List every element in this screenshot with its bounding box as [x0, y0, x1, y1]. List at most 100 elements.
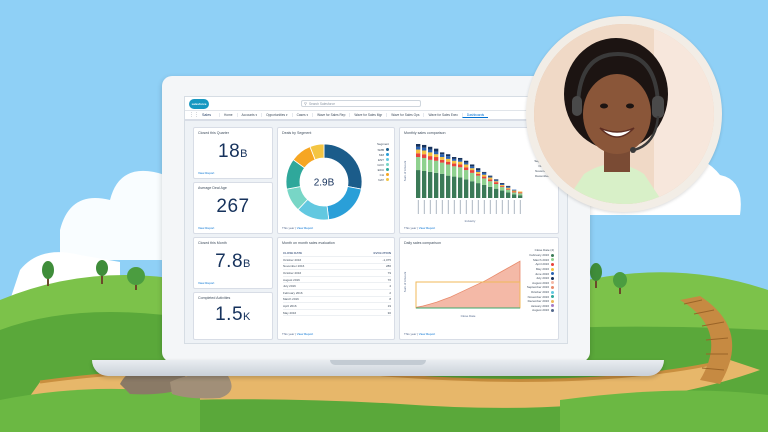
- bar-segment[interactable]: [458, 161, 463, 165]
- bar-segment[interactable]: [434, 154, 439, 158]
- legend-item[interactable]: CH: [365, 172, 389, 177]
- legend-item[interactable]: NAT: [365, 177, 389, 182]
- search-input[interactable]: ⚲ Search Salesforce: [301, 100, 421, 107]
- bar-segment[interactable]: [500, 184, 505, 186]
- kpi-card-average-deal-age[interactable]: Average Deal Age 267 View Report: [193, 182, 273, 234]
- bar-segment[interactable]: [470, 166, 475, 169]
- legend-item[interactable]: EDU: [365, 167, 389, 172]
- view-report-link[interactable]: View Report: [198, 171, 215, 175]
- bar-segment[interactable]: [416, 149, 421, 154]
- table-row[interactable]: October 2016 -1,075: [283, 256, 391, 264]
- bar-segment[interactable]: [446, 164, 451, 176]
- bar-segment[interactable]: [422, 154, 427, 158]
- bar-segment[interactable]: [470, 164, 475, 167]
- bar-segment[interactable]: [488, 186, 493, 198]
- legend-item[interactable]: October 2016: [524, 290, 554, 295]
- nav-item-accounts[interactable]: Accounts ▾: [236, 113, 262, 117]
- bar-segment[interactable]: [458, 159, 463, 162]
- bar-segment[interactable]: [512, 189, 517, 191]
- bar-segment[interactable]: [440, 159, 445, 163]
- bar-segment[interactable]: [464, 164, 469, 168]
- table-row[interactable]: November 2016 286: [283, 263, 391, 271]
- nav-item-wave-exec[interactable]: Wave for Sales Exec: [423, 113, 461, 117]
- bar-segment[interactable]: [446, 156, 451, 159]
- legend-item[interactable]: May 2016: [524, 267, 554, 272]
- bar-segment[interactable]: [506, 187, 511, 189]
- bar-segment[interactable]: [500, 185, 505, 187]
- legend-item[interactable]: June 2016: [524, 271, 554, 276]
- bar-segment[interactable]: [422, 171, 427, 198]
- bar-segment[interactable]: [506, 186, 511, 188]
- legend-item[interactable]: December 2016: [524, 299, 554, 304]
- bar-segment[interactable]: [518, 192, 523, 194]
- bar-segment[interactable]: [422, 147, 427, 151]
- bar-segment[interactable]: [458, 157, 463, 160]
- table-row[interactable]: August 2016 76: [283, 276, 391, 284]
- bar-segment[interactable]: [434, 157, 439, 161]
- salesforce-logo[interactable]: salesforce: [189, 98, 209, 109]
- app-launcher-icon[interactable]: ⋮⋮: [189, 111, 199, 118]
- bar-segment[interactable]: [428, 171, 433, 198]
- table-row[interactable]: March 2016 8: [283, 296, 391, 304]
- view-report-link[interactable]: View Report: [296, 226, 314, 230]
- nav-item-dashboards[interactable]: Dashboards: [461, 112, 489, 118]
- legend-item[interactable]: August 2016: [524, 281, 554, 286]
- bar-segment[interactable]: [428, 156, 433, 160]
- legend-item[interactable]: March 2016: [524, 258, 554, 263]
- bar-segment[interactable]: [464, 170, 469, 180]
- bar-segment[interactable]: [506, 192, 511, 198]
- bar-segment[interactable]: [470, 168, 475, 171]
- bar-segment[interactable]: [458, 177, 463, 198]
- bar-segment[interactable]: [416, 170, 421, 198]
- nav-item-opportunities[interactable]: Opportunities ▾: [261, 113, 291, 117]
- legend-item[interactable]: November 2016: [524, 294, 554, 299]
- bar-segment[interactable]: [416, 144, 421, 147]
- bar-segment[interactable]: [476, 171, 481, 174]
- bar-segment[interactable]: [440, 162, 445, 174]
- line-series-target[interactable]: [415, 281, 521, 308]
- bar-segment[interactable]: [464, 162, 469, 165]
- bar-segment[interactable]: [428, 159, 433, 172]
- bar-segment[interactable]: [482, 171, 487, 173]
- bar-segment[interactable]: [452, 158, 457, 161]
- legend-item[interactable]: January 2016: [524, 304, 554, 309]
- view-report-link[interactable]: View Report: [296, 332, 314, 336]
- bar-segment[interactable]: [506, 189, 511, 193]
- bar-segment[interactable]: [488, 177, 493, 180]
- bar-segment[interactable]: [470, 181, 475, 198]
- bar-segment[interactable]: [464, 167, 469, 171]
- bar-segment[interactable]: [440, 154, 445, 158]
- bar-segment[interactable]: [416, 157, 421, 171]
- bar-segment[interactable]: [482, 176, 487, 179]
- view-report-link[interactable]: View Report: [418, 226, 436, 230]
- bar-segment[interactable]: [494, 188, 499, 198]
- kpi-card-closed-quarter[interactable]: Closed this Quarter 18B View Report: [193, 127, 273, 179]
- legend-item[interactable]: ENT: [365, 157, 389, 162]
- legend-item[interactable]: MM: [365, 152, 389, 157]
- bar-segment[interactable]: [422, 150, 427, 155]
- bar-segment[interactable]: [428, 152, 433, 157]
- bar-segment[interactable]: [476, 175, 481, 184]
- nav-item-home[interactable]: Home: [219, 113, 237, 117]
- bar-segment[interactable]: [494, 181, 499, 183]
- bar-segment[interactable]: [476, 168, 481, 171]
- bar-segment[interactable]: [494, 184, 499, 189]
- table-row[interactable]: October 2016 79: [283, 269, 391, 277]
- legend-item[interactable]: SMB: [365, 147, 389, 152]
- bar-segment[interactable]: [512, 194, 517, 198]
- bar-segment[interactable]: [416, 146, 421, 150]
- bar-segment[interactable]: [428, 149, 433, 153]
- bar-segment[interactable]: [446, 154, 451, 157]
- table-row[interactable]: April 2016 19: [283, 302, 391, 310]
- legend-item[interactable]: September 2016: [524, 285, 554, 290]
- bar-segment[interactable]: [416, 153, 421, 158]
- bar-segment[interactable]: [494, 179, 499, 181]
- bar-segment[interactable]: [434, 148, 439, 152]
- bar-segment[interactable]: [512, 192, 517, 195]
- view-report-link[interactable]: View Report: [198, 226, 215, 230]
- donut-slice-mm[interactable]: [326, 186, 362, 221]
- bar-segment[interactable]: [488, 175, 493, 177]
- bar-segment[interactable]: [434, 151, 439, 155]
- bar-segment[interactable]: [482, 184, 487, 198]
- bar-segment[interactable]: [434, 160, 439, 173]
